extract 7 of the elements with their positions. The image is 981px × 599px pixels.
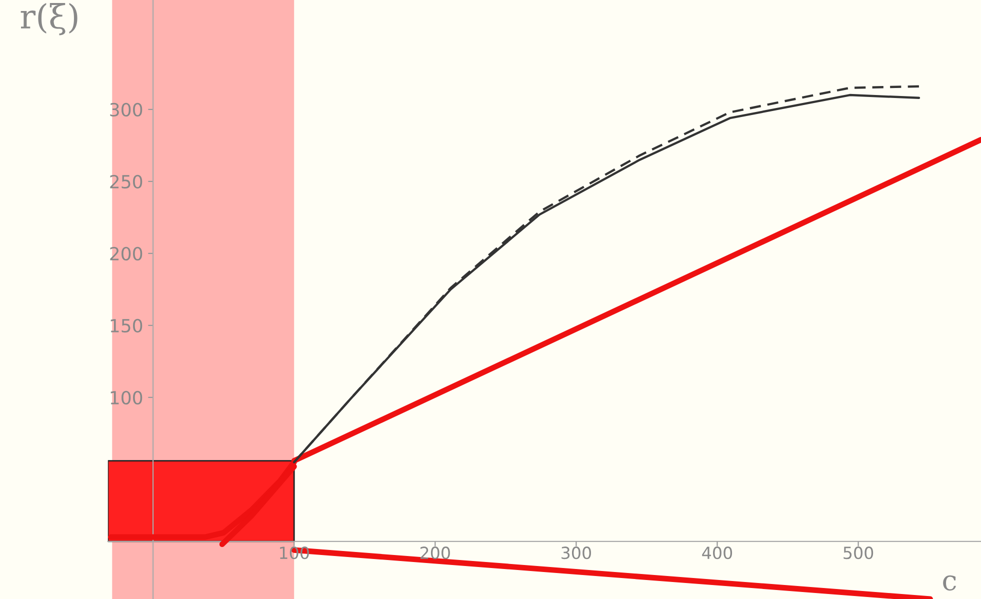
x-tick-label: 500	[844, 546, 874, 560]
x-tick-label: 200	[420, 546, 450, 560]
x-tick-label: 100	[280, 546, 309, 560]
x-tick-label: 300	[562, 546, 591, 560]
x-axis-title: c	[943, 575, 956, 591]
x-tick-label: 400	[702, 546, 732, 560]
y-axis-title: r(ξ)	[20, 2, 78, 36]
